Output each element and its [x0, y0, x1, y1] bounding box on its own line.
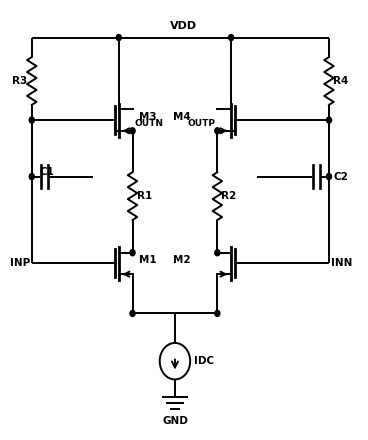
- Circle shape: [29, 117, 34, 123]
- Text: IDC: IDC: [194, 356, 214, 366]
- Circle shape: [215, 249, 220, 256]
- Text: M2: M2: [173, 255, 191, 265]
- Circle shape: [326, 173, 332, 180]
- Text: VDD: VDD: [170, 21, 198, 31]
- Circle shape: [215, 310, 220, 316]
- Text: R3: R3: [12, 76, 28, 86]
- Text: M3: M3: [139, 112, 157, 122]
- Circle shape: [29, 173, 34, 180]
- Text: M4: M4: [173, 112, 191, 122]
- Text: R1: R1: [137, 191, 152, 201]
- Text: OUTN: OUTN: [134, 119, 163, 128]
- Circle shape: [326, 117, 332, 123]
- Circle shape: [116, 34, 121, 40]
- Text: C1: C1: [40, 167, 54, 176]
- Circle shape: [229, 34, 234, 40]
- Text: INN: INN: [331, 258, 352, 268]
- Text: INP: INP: [10, 258, 30, 268]
- Circle shape: [130, 310, 135, 316]
- Text: R2: R2: [221, 191, 236, 201]
- Text: R4: R4: [333, 76, 349, 86]
- Text: C2: C2: [333, 172, 348, 182]
- Text: GND: GND: [162, 415, 188, 425]
- Circle shape: [130, 249, 135, 256]
- Circle shape: [215, 128, 220, 134]
- Text: OUTP: OUTP: [188, 119, 216, 128]
- Text: M1: M1: [139, 255, 157, 265]
- Circle shape: [130, 128, 135, 134]
